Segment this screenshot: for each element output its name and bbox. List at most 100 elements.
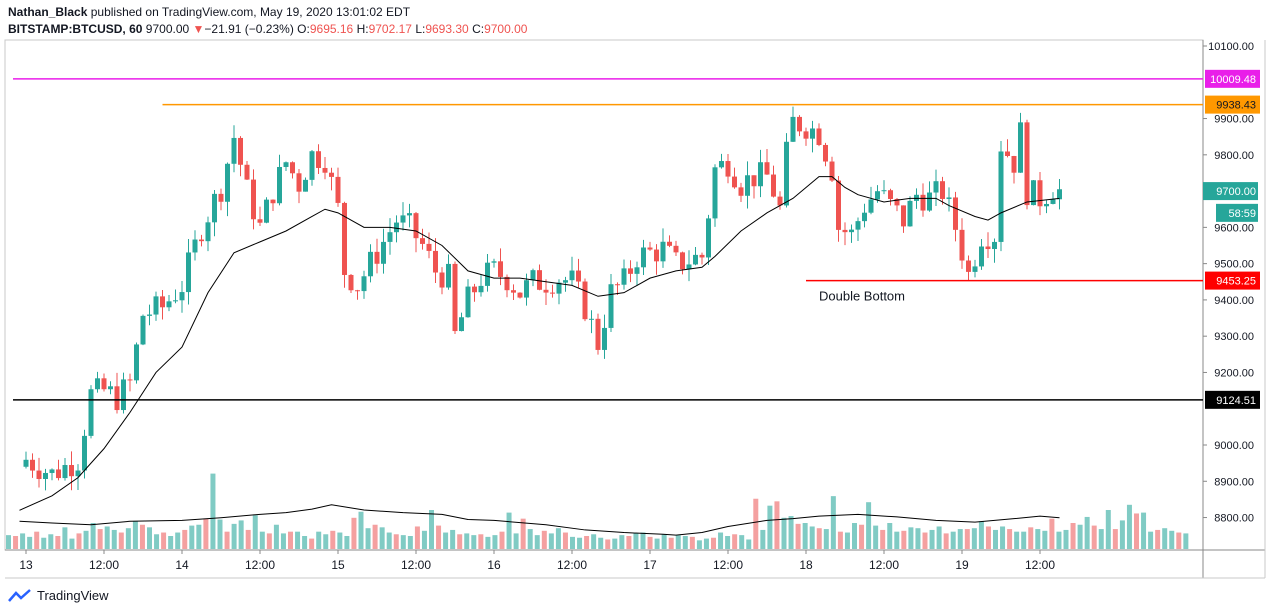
volume-bar xyxy=(1021,531,1027,549)
volume-bar xyxy=(125,528,131,549)
tradingview-logo-icon[interactable] xyxy=(8,588,32,603)
volume-bar xyxy=(950,531,956,549)
volume-bar xyxy=(210,473,216,549)
candle-body xyxy=(686,264,692,270)
volume-bar xyxy=(668,537,674,549)
candle-body xyxy=(985,246,991,250)
symbol-label[interactable]: BITSTAMP:BTCUSD, 60 xyxy=(8,22,143,36)
candle-body xyxy=(82,435,87,471)
volume-bar xyxy=(591,534,597,549)
price-level-tag-label: 9124.51 xyxy=(1216,395,1256,407)
candle-body xyxy=(23,459,29,467)
volume-bar xyxy=(915,528,921,549)
volume-bar xyxy=(429,510,434,549)
volume-bar xyxy=(746,539,752,549)
volume-bar xyxy=(795,523,801,549)
volume-bar xyxy=(1014,531,1020,549)
candle-body xyxy=(485,262,490,286)
volume-bar xyxy=(1134,513,1139,549)
candle-body xyxy=(992,241,997,250)
volume-bar xyxy=(20,533,26,549)
candle-body xyxy=(810,128,815,139)
volume-bar xyxy=(696,540,702,549)
candle-body xyxy=(244,164,250,180)
candle-body xyxy=(1018,122,1023,173)
candle-body xyxy=(595,318,601,350)
chart-header: Nathan_Black published on TradingView.co… xyxy=(8,4,527,38)
candle-body xyxy=(855,221,861,230)
candle-body xyxy=(400,215,406,223)
author-name[interactable]: Nathan_Black xyxy=(8,5,88,19)
candle-body xyxy=(192,239,198,253)
volume-bar xyxy=(647,536,653,549)
candle-body xyxy=(329,172,334,177)
volume-bar xyxy=(1084,516,1090,549)
volume-bar xyxy=(936,526,942,549)
candle-body xyxy=(543,289,549,293)
y-tick-label: 9400.00 xyxy=(1214,295,1254,307)
volume-bar xyxy=(1148,531,1154,549)
candle-body xyxy=(62,465,68,479)
candle-body xyxy=(316,151,321,168)
candle-body xyxy=(361,276,367,292)
volume-bar xyxy=(859,524,865,549)
volume-bar xyxy=(499,531,505,549)
x-tick-label: 12:00 xyxy=(89,558,119,572)
candle-body xyxy=(712,167,718,219)
volume-bar xyxy=(231,523,237,549)
volume-bar xyxy=(1007,529,1013,549)
candle-body xyxy=(49,469,55,473)
volume-bar xyxy=(767,505,773,549)
volume-bar xyxy=(830,496,836,549)
candle-body xyxy=(36,470,42,479)
volume-bar xyxy=(139,524,145,549)
volume-bar xyxy=(309,538,315,549)
candle-body xyxy=(517,292,523,298)
candle-body xyxy=(868,199,874,213)
volume-bar xyxy=(400,535,406,549)
volume-bar xyxy=(182,529,188,549)
volume-bar xyxy=(1112,529,1118,549)
candle-body xyxy=(972,266,978,272)
volume-bar xyxy=(90,523,96,549)
candle-body xyxy=(550,292,555,294)
volume-bar xyxy=(555,528,561,549)
volume-bar xyxy=(69,538,75,549)
candle-body xyxy=(257,219,263,223)
volume-bar xyxy=(964,529,970,549)
price-level-tag xyxy=(1205,69,1260,88)
candle-body xyxy=(608,284,614,328)
y-tick-label: 9800.00 xyxy=(1214,150,1254,162)
volume-bar xyxy=(175,532,181,549)
current-price-tag xyxy=(1203,182,1258,201)
volume-bar xyxy=(922,532,928,549)
close-value: 9700.00 xyxy=(484,22,528,36)
volume-bar xyxy=(570,536,575,549)
candle-body xyxy=(621,268,627,285)
volume-bar xyxy=(901,530,907,549)
candle-body xyxy=(823,144,828,162)
candle-body xyxy=(660,241,666,262)
candle-body xyxy=(1031,180,1036,206)
volume-bar xyxy=(302,536,308,549)
volume-bar xyxy=(682,536,688,549)
open-label: O: xyxy=(297,22,310,36)
y-tick-label: 9500.00 xyxy=(1214,259,1254,271)
candle-body xyxy=(615,284,620,286)
y-tick-label: 8900.00 xyxy=(1214,476,1254,488)
candle-body xyxy=(264,199,269,223)
volume-bar xyxy=(873,525,879,549)
candle-body xyxy=(673,245,679,253)
volume-bar xyxy=(626,536,632,549)
volume-bar xyxy=(1098,529,1104,549)
current-price-tag-label: 58:59 xyxy=(1228,208,1256,220)
candle-body xyxy=(433,250,438,273)
candle-body xyxy=(121,379,126,411)
candle-body xyxy=(836,180,841,230)
candle-body xyxy=(303,179,308,192)
brand-label[interactable]: TradingView xyxy=(37,588,109,603)
candle-body xyxy=(491,261,497,263)
candle-body xyxy=(348,274,354,291)
candle-body xyxy=(901,205,906,227)
